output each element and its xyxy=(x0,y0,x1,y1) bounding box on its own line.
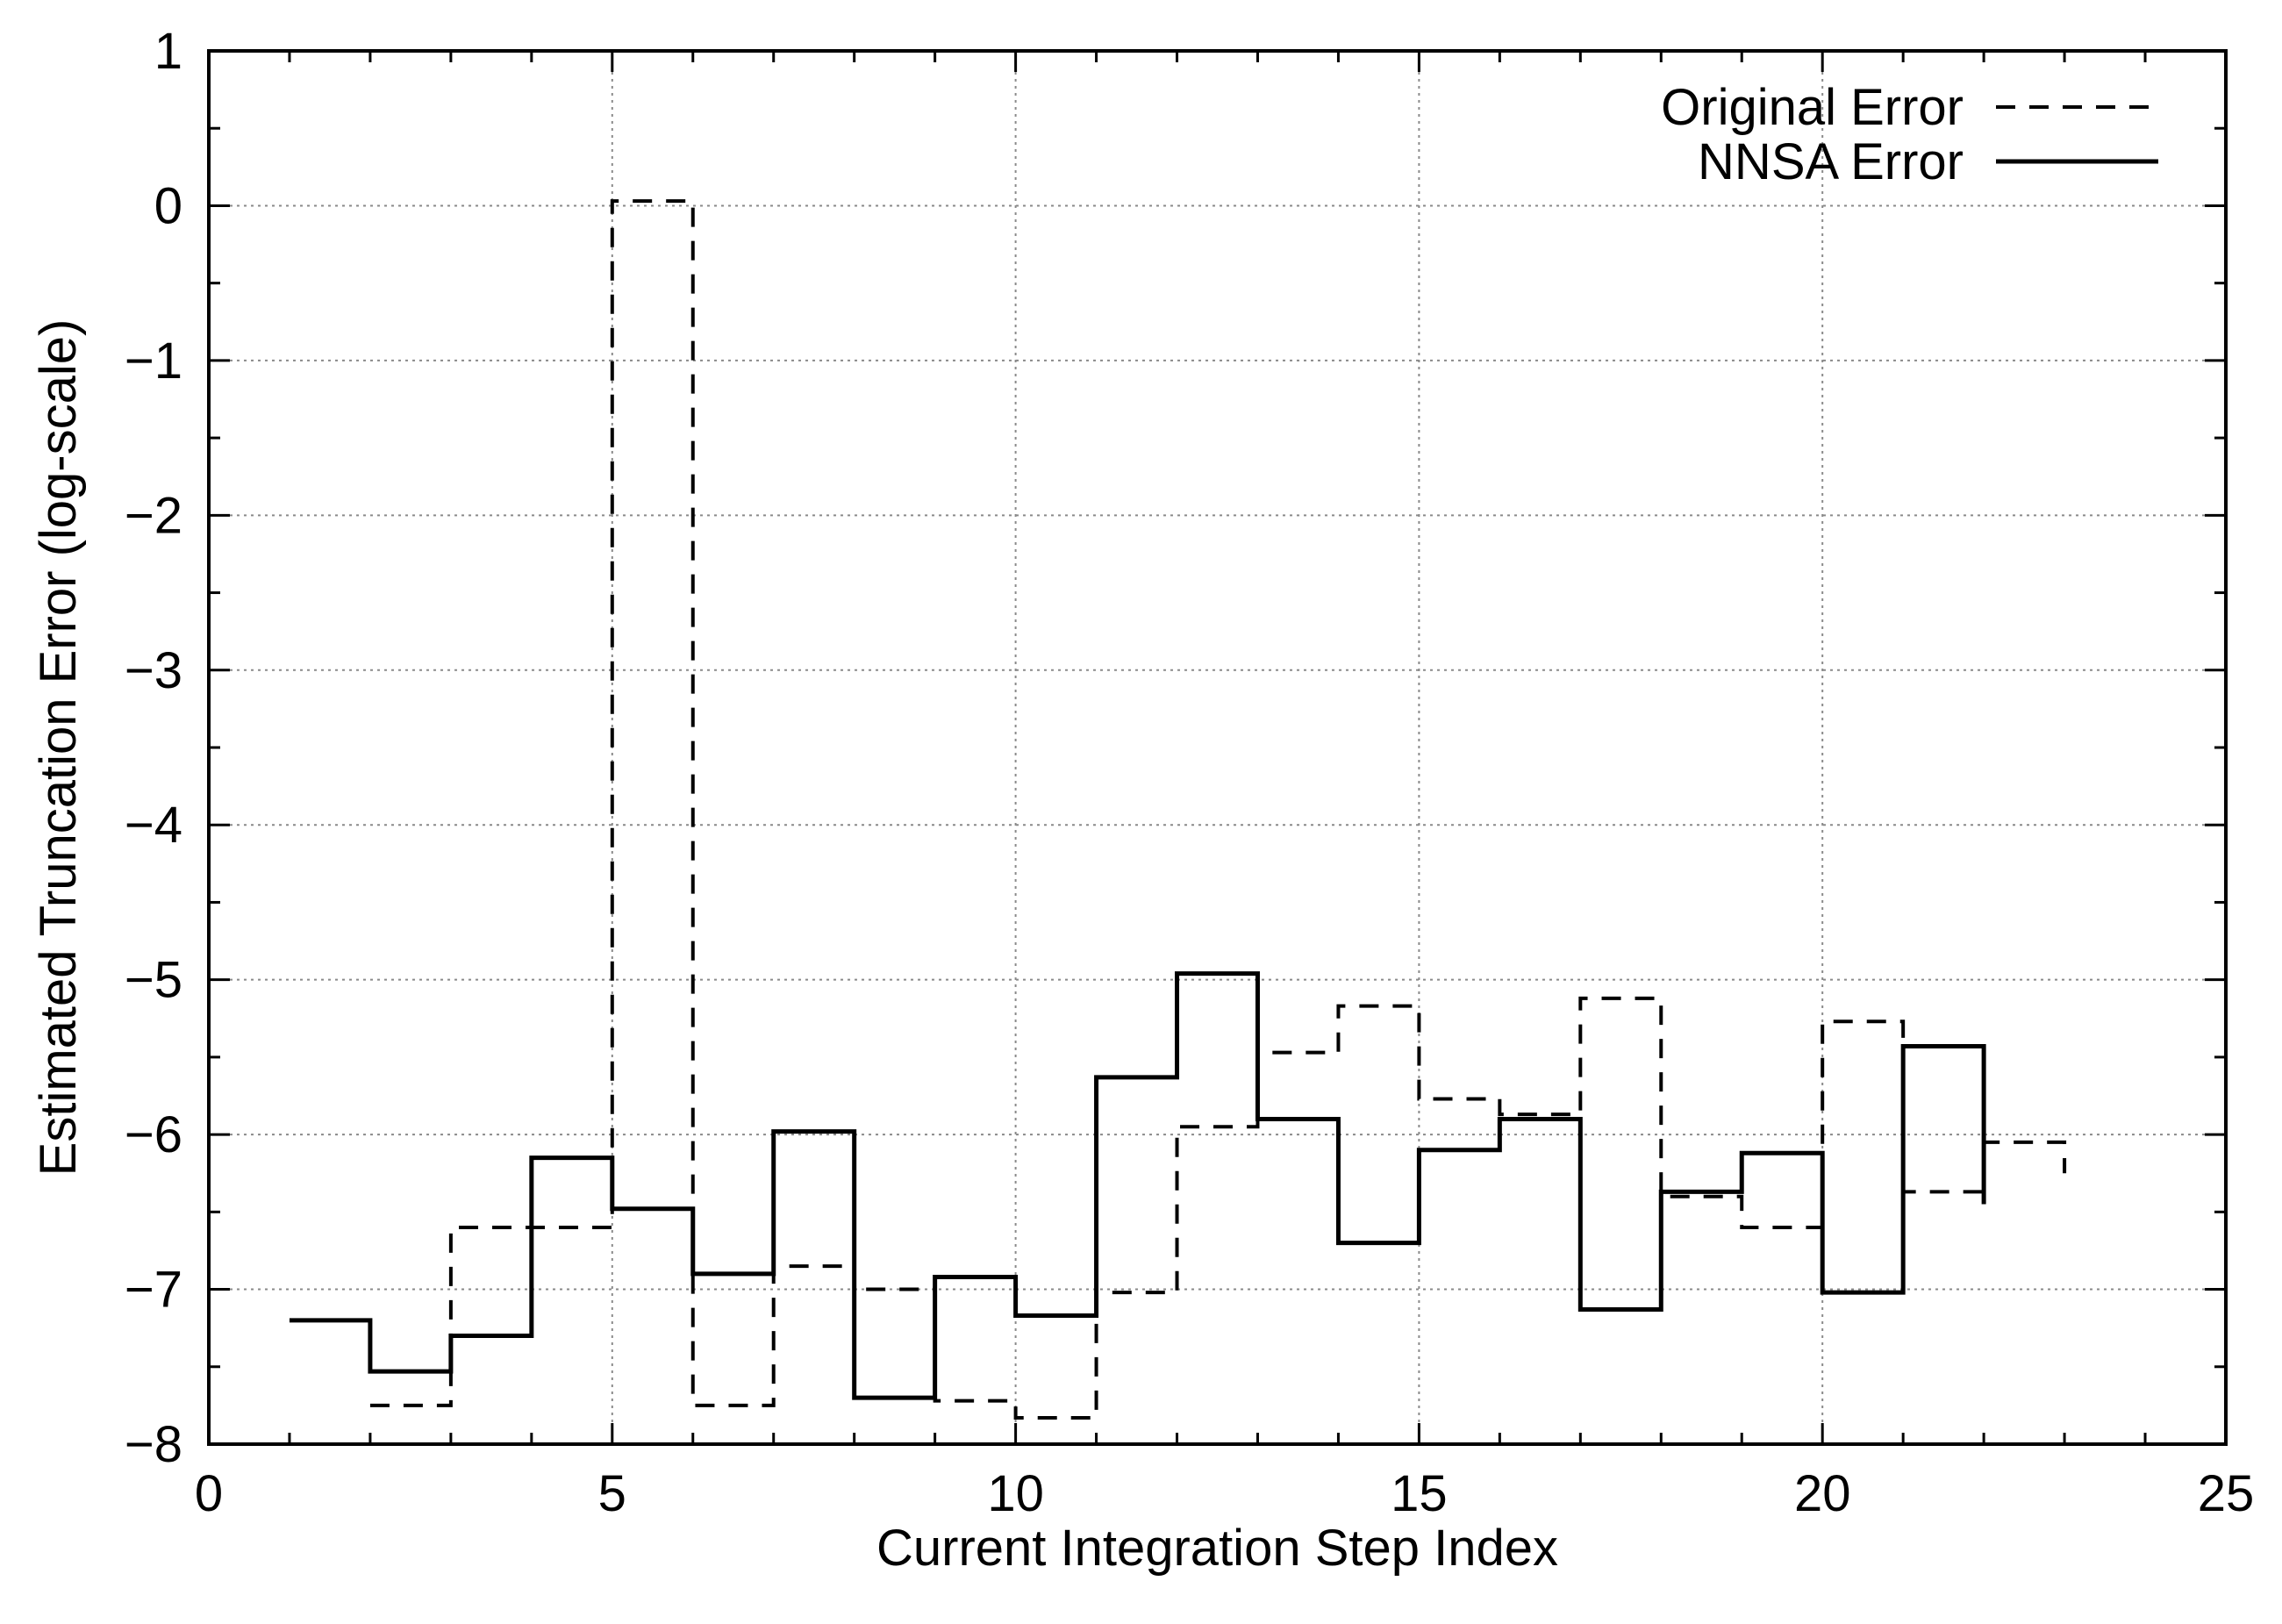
series-line-nnsa-error xyxy=(289,971,1986,1400)
x-tick-label: 0 xyxy=(195,1465,223,1522)
series-layer xyxy=(289,199,2067,1420)
x-axis-label: Current Integration Step Index xyxy=(876,1520,1558,1577)
x-tick-label: 5 xyxy=(598,1465,626,1522)
y-axis-label: Estimated Truncation Error (log-scale) xyxy=(30,319,87,1177)
grid xyxy=(209,51,2226,1444)
x-tick-label: 25 xyxy=(2198,1465,2255,1522)
y-tick-label: 0 xyxy=(154,177,182,234)
y-tick-label: −8 xyxy=(125,1416,182,1473)
axis-ticks xyxy=(207,49,2228,1446)
y-tick-label: −1 xyxy=(125,333,182,390)
y-tick-label: −6 xyxy=(125,1106,182,1163)
x-tick-label: 10 xyxy=(987,1465,1044,1522)
legend-label: Original Error xyxy=(1661,79,1964,136)
x-tick-label: 20 xyxy=(1794,1465,1851,1522)
x-tick-label: 15 xyxy=(1391,1465,1448,1522)
y-tick-label: −2 xyxy=(125,487,182,544)
plot-border xyxy=(207,49,2228,1446)
series-line-original-error xyxy=(369,199,2067,1420)
plot-frame xyxy=(207,49,2228,1446)
y-tick-label: −5 xyxy=(125,952,182,1009)
y-tick-label: −3 xyxy=(125,642,182,699)
legend-label: NNSA Error xyxy=(1698,133,1964,190)
y-tick-label: −7 xyxy=(125,1262,182,1319)
y-tick-label: −4 xyxy=(125,797,182,854)
y-tick-label: 1 xyxy=(154,23,182,80)
